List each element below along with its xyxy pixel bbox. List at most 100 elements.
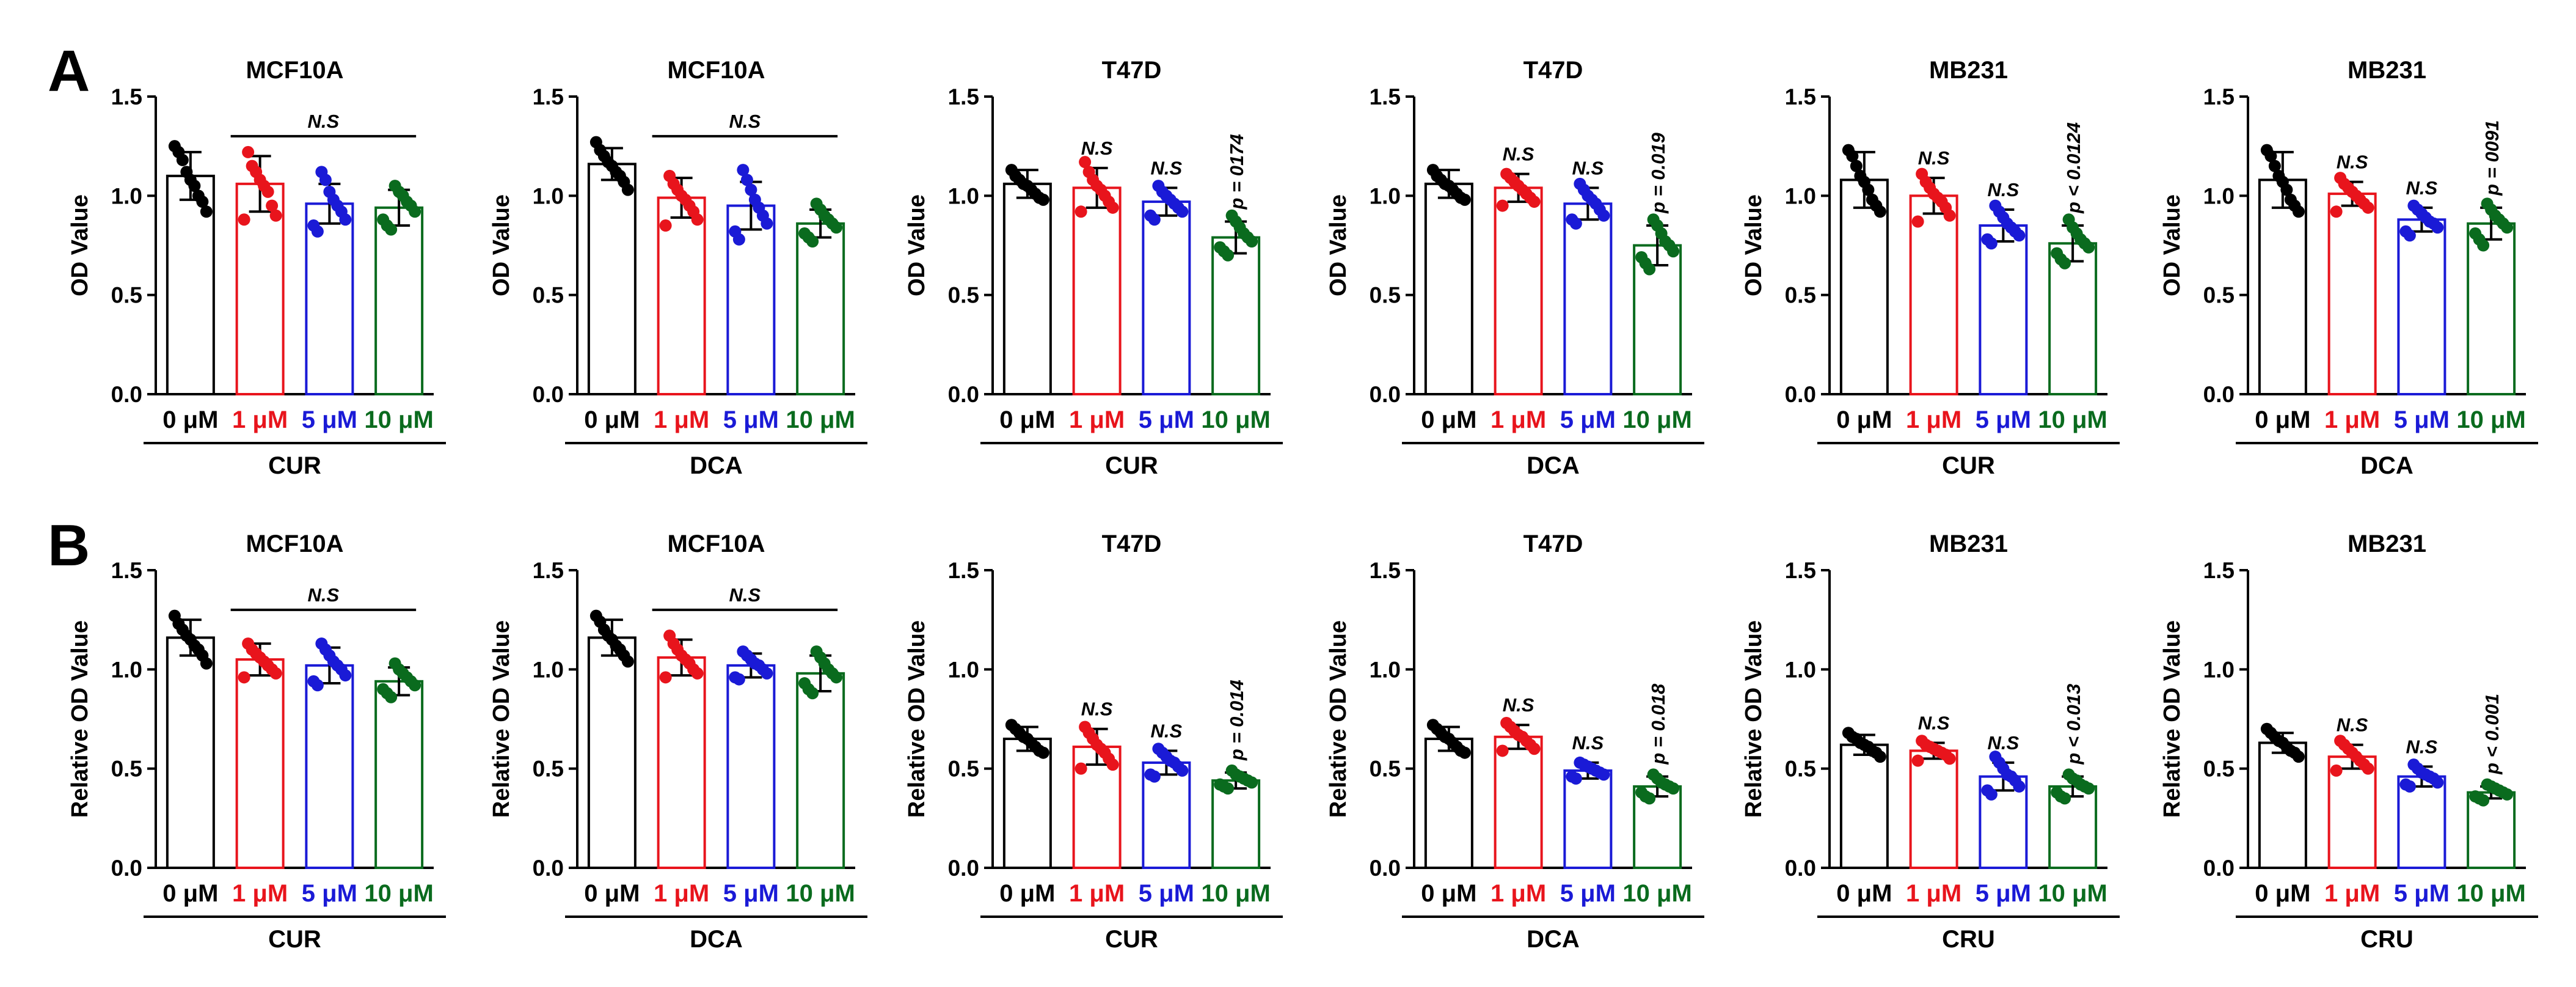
data-point bbox=[1176, 205, 1189, 218]
p-value-annotation: p = 0.014 bbox=[1226, 680, 1247, 761]
data-point bbox=[691, 213, 704, 226]
y-tick-label: 1.5 bbox=[1785, 558, 1816, 583]
data-point bbox=[1850, 160, 1863, 172]
bar bbox=[2467, 222, 2516, 395]
y-tick-label: 1.0 bbox=[533, 657, 564, 682]
treatment-label: DCA bbox=[2360, 452, 2414, 479]
data-point bbox=[2059, 257, 2071, 270]
ns-annotation: N.S bbox=[1151, 157, 1183, 178]
data-point bbox=[1985, 788, 1998, 801]
p-value-annotation: p = 0174 bbox=[1226, 134, 1247, 210]
ns-annotation: N.S bbox=[1503, 694, 1534, 716]
chart-title: MCF10A bbox=[246, 530, 343, 557]
chart-title: MB231 bbox=[1929, 57, 2008, 84]
x-tick-label: 1 μM bbox=[654, 406, 709, 433]
y-tick-label: 0.0 bbox=[111, 856, 142, 881]
bar bbox=[796, 222, 845, 395]
y-tick-label: 1.5 bbox=[1785, 84, 1816, 109]
data-point bbox=[621, 183, 634, 196]
x-tick-label: 5 μM bbox=[1139, 406, 1194, 433]
x-tick-label: 10 μM bbox=[786, 406, 855, 433]
chart-title: MB231 bbox=[1929, 530, 2008, 557]
data-point bbox=[339, 669, 352, 682]
bar bbox=[2467, 791, 2516, 870]
x-tick-label: 0 μM bbox=[999, 406, 1055, 433]
data-point bbox=[1943, 209, 1956, 222]
data-point bbox=[1643, 263, 1656, 276]
data-point bbox=[732, 673, 745, 686]
ns-annotation: N.S bbox=[2337, 714, 2368, 736]
x-tick-label: 5 μM bbox=[1976, 880, 2031, 907]
x-tick-label: 10 μM bbox=[1201, 880, 1270, 907]
x-tick-label: 5 μM bbox=[1139, 880, 1194, 907]
bar bbox=[1211, 236, 1261, 395]
bar bbox=[1979, 224, 2028, 395]
data-point bbox=[339, 213, 352, 226]
y-axis-label: OD Value bbox=[1326, 194, 1351, 296]
data-point bbox=[830, 221, 843, 234]
data-point bbox=[385, 223, 398, 236]
panel-label-a: A bbox=[48, 39, 90, 104]
data-point bbox=[1222, 249, 1235, 262]
data-point bbox=[1106, 758, 1119, 771]
y-tick-label: 0.5 bbox=[111, 283, 142, 308]
p-value-annotation: p = 0091 bbox=[2481, 120, 2503, 196]
bar bbox=[166, 636, 215, 870]
data-point bbox=[761, 667, 773, 680]
x-tick-label: 1 μM bbox=[1906, 880, 1961, 907]
x-tick-label: 5 μM bbox=[1560, 880, 1616, 907]
data-point bbox=[659, 219, 672, 232]
data-point bbox=[242, 145, 255, 158]
y-tick-label: 0.5 bbox=[948, 757, 979, 782]
ns-annotation: N.S bbox=[1081, 699, 1113, 720]
p-value-annotation: p < 0.0124 bbox=[2063, 122, 2084, 214]
chart-A2: MCF10A 0.0 0.5 1.0 1.5 OD Value 0 μM 1 μM 5 μM 10… bbox=[489, 57, 867, 479]
bar bbox=[1424, 182, 1473, 395]
data-point bbox=[2013, 780, 2026, 793]
y-tick-label: 0.0 bbox=[533, 382, 564, 407]
x-tick-label: 10 μM bbox=[1201, 406, 1270, 433]
x-tick-label: 0 μM bbox=[584, 406, 640, 433]
data-point bbox=[2501, 221, 2514, 234]
data-point bbox=[1667, 245, 1680, 258]
data-point bbox=[1037, 193, 1049, 206]
chart-title: MB231 bbox=[2348, 57, 2426, 84]
y-tick-label: 1.5 bbox=[111, 84, 142, 109]
data-point bbox=[1569, 772, 1582, 785]
data-point bbox=[830, 671, 843, 684]
ns-annotation: N.S bbox=[1572, 157, 1604, 178]
bar bbox=[587, 163, 637, 395]
data-point bbox=[2082, 241, 2095, 254]
y-axis-label: Relative OD Value bbox=[67, 620, 93, 818]
data-point bbox=[1667, 782, 1680, 795]
data-point bbox=[1458, 193, 1471, 206]
y-tick-label: 0.5 bbox=[1785, 757, 1816, 782]
y-tick-label: 1.0 bbox=[111, 183, 142, 208]
x-tick-label: 1 μM bbox=[2324, 406, 2380, 433]
data-point bbox=[1985, 237, 1998, 250]
data-point bbox=[691, 667, 704, 680]
x-tick-label: 1 μM bbox=[2324, 880, 2380, 907]
data-point bbox=[1176, 764, 1189, 777]
data-point bbox=[2501, 788, 2514, 801]
treatment-label: DCA bbox=[1527, 452, 1580, 479]
treatment-label: CUR bbox=[268, 452, 321, 479]
data-point bbox=[2268, 160, 2281, 172]
y-tick-label: 1.0 bbox=[111, 657, 142, 682]
data-point bbox=[1037, 746, 1049, 759]
ns-annotation: N.S bbox=[1988, 732, 2020, 754]
bar bbox=[1633, 244, 1682, 395]
bar bbox=[1142, 200, 1191, 395]
data-point bbox=[1528, 743, 1541, 755]
data-point bbox=[2059, 792, 2071, 805]
chart-B1: MCF10A 0.0 0.5 1.0 1.5 Relative OD Value 0 μM 1… bbox=[67, 530, 446, 953]
y-tick-label: 0.5 bbox=[111, 757, 142, 782]
ns-annotation: N.S bbox=[1572, 732, 1604, 754]
data-point bbox=[1943, 752, 1956, 765]
ns-annotation: N.S bbox=[1918, 147, 1950, 169]
data-point bbox=[806, 687, 819, 700]
x-tick-label: 5 μM bbox=[1560, 406, 1616, 433]
chart-title: MB231 bbox=[2348, 530, 2426, 557]
ns-annotation: N.S bbox=[2406, 736, 2438, 757]
